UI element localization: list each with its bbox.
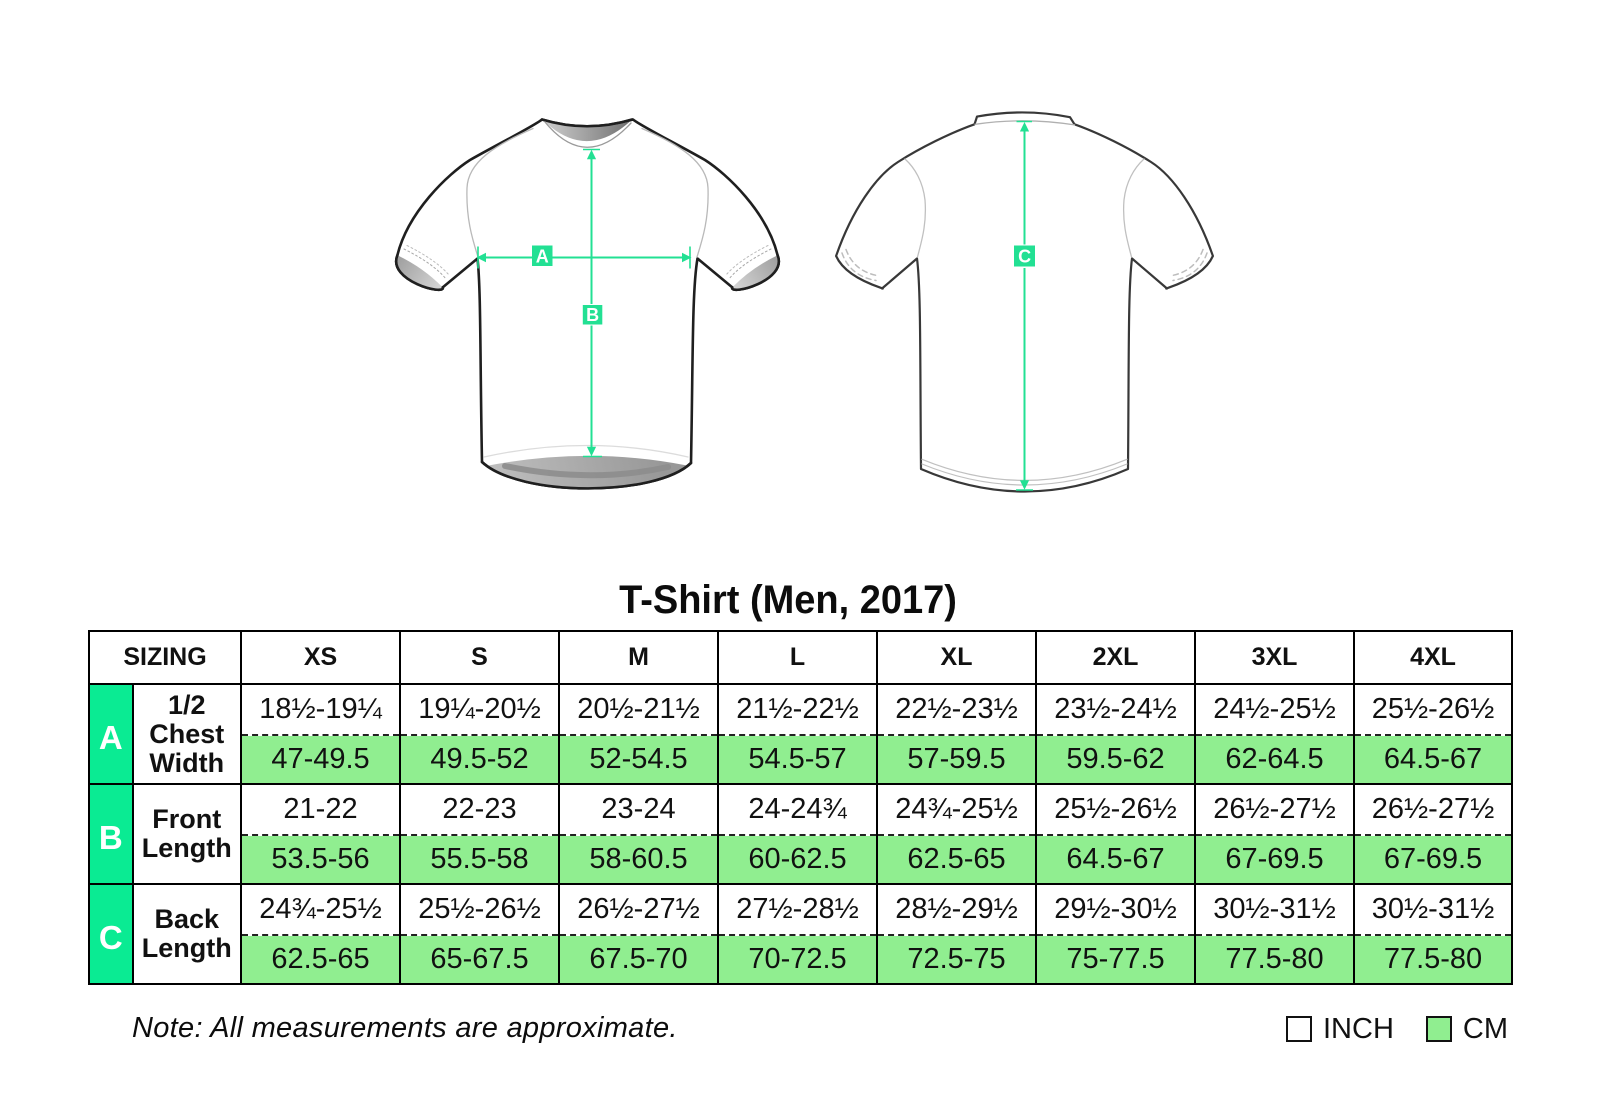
svg-text:B: B [586,305,599,325]
svg-text:A: A [536,246,549,266]
svg-text:C: C [1018,247,1031,267]
